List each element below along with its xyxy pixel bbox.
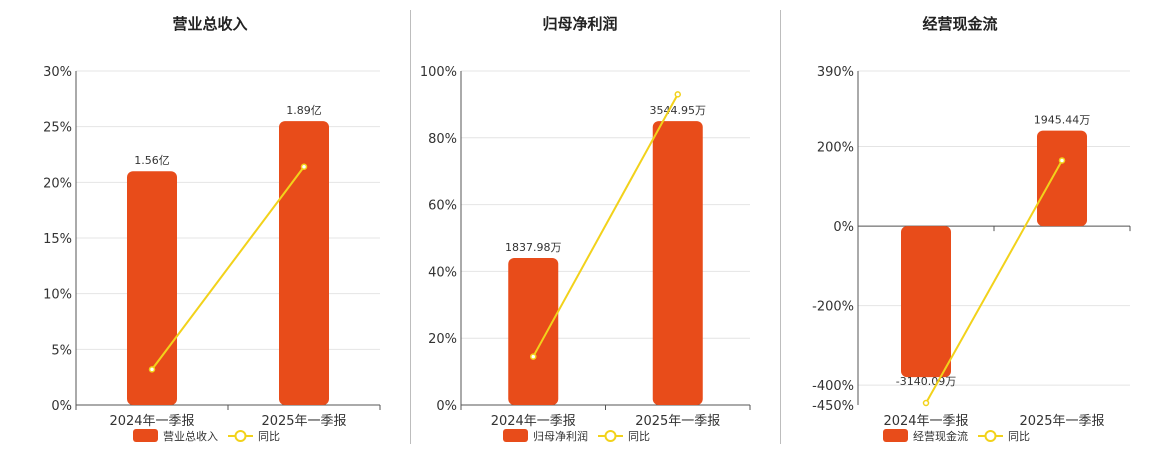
legend-line-marker [604, 430, 617, 442]
legend-bar-swatch [883, 429, 908, 442]
x-category-label: 2025年一季报 [261, 414, 346, 429]
yoy-line [532, 93, 679, 358]
yoy-point [530, 353, 537, 360]
x-category-label: 2024年一季报 [491, 414, 576, 429]
bar-data-label: -3140.09万 [896, 375, 956, 388]
y-tick-label: -200% [812, 300, 854, 315]
yoy-point [674, 91, 681, 98]
y-tick-label: 20% [43, 176, 72, 191]
y-tick-label: 60% [428, 199, 457, 214]
x-category-label: 2024年一季报 [109, 414, 194, 429]
bar [901, 226, 951, 378]
bar [127, 171, 177, 405]
chart-title: 经营现金流 [922, 15, 997, 33]
legend-bar-label: 营业总收入 [163, 429, 218, 443]
bar [279, 121, 329, 405]
bar-data-label: 1.89亿 [286, 104, 322, 117]
y-tick-label: 0% [436, 399, 457, 414]
legend-line-label: 同比 [1008, 430, 1030, 443]
panel-cash-flow: 经营现金流 -450% -400% -200% 0% 200% 390% 2024年一季报 20… [780, 0, 1160, 450]
bar-data-label: 1.56亿 [134, 154, 170, 167]
yoy-point [148, 366, 156, 373]
legend-bar-label: 归母净利润 [533, 429, 588, 443]
legend-bar-label: 经营现金流 [913, 429, 968, 443]
panel-revenue: 营业总收入 0% 5% 10% 15% 20% 25% 30% 2024年一季报 2025年一季报… [0, 0, 390, 450]
y-tick-label: 30% [43, 65, 72, 80]
x-category-label: 2024年一季报 [883, 414, 968, 429]
y-tick-label: 80% [428, 132, 457, 147]
y-tick-label: 100% [420, 65, 457, 80]
bar-data-label: 1945.44万 [1034, 114, 1091, 127]
y-tick-label: 15% [43, 232, 72, 247]
y-tick-label: 20% [428, 332, 457, 347]
y-tick-label: -400% [812, 379, 854, 394]
y-tick-label: 40% [428, 265, 457, 280]
yoy-point [1058, 157, 1066, 164]
yoy-point [922, 399, 930, 407]
y-tick-label: 200% [817, 141, 854, 156]
legend-line-label: 同比 [628, 430, 650, 443]
y-tick-label: 5% [51, 343, 72, 358]
legend-line-label: 同比 [258, 430, 280, 443]
bar [1037, 130, 1087, 227]
yoy-line [151, 166, 305, 370]
y-tick-label: 25% [43, 121, 72, 136]
panel-divider [780, 10, 781, 444]
legend-bar-swatch [503, 429, 528, 442]
x-category-label: 2025年一季报 [635, 414, 720, 429]
y-tick-label: 10% [43, 288, 72, 303]
yoy-line [925, 159, 1063, 404]
legend-line-marker [984, 430, 997, 442]
y-tick-label: -450% [812, 399, 854, 414]
y-tick-label: 0% [833, 220, 854, 235]
chart-revenue: 营业总收入 0% 5% 10% 15% 20% 25% 30% 2024年一季报 2025年一季报… [43, 15, 381, 443]
chart-title: 归母净利润 [542, 15, 617, 33]
bar-data-label: 3544.95万 [650, 104, 707, 117]
y-tick-label: 390% [817, 65, 854, 80]
chart-cash-flow: 经营现金流 -450% -400% -200% 0% 200% 390% 2024年一季报 20… [812, 15, 1131, 443]
bar [508, 258, 559, 405]
legend-bar-swatch [133, 429, 158, 442]
x-category-label: 2025年一季报 [1019, 414, 1104, 429]
panel-net-profit: 归母净利润 0% 20% 40% 60% 80% 100% 2024年一季报 2025年一季报 1… [390, 0, 780, 450]
yoy-point [300, 163, 308, 170]
legend-line-marker [234, 430, 247, 442]
panel-divider [410, 10, 411, 444]
bar-data-label: 1837.98万 [505, 241, 562, 254]
y-tick-label: 0% [51, 399, 72, 414]
chart-title: 营业总收入 [172, 15, 247, 33]
chart-net-profit: 归母净利润 0% 20% 40% 60% 80% 100% 2024年一季报 2025年一季报 1… [420, 15, 751, 443]
bar [652, 121, 703, 405]
